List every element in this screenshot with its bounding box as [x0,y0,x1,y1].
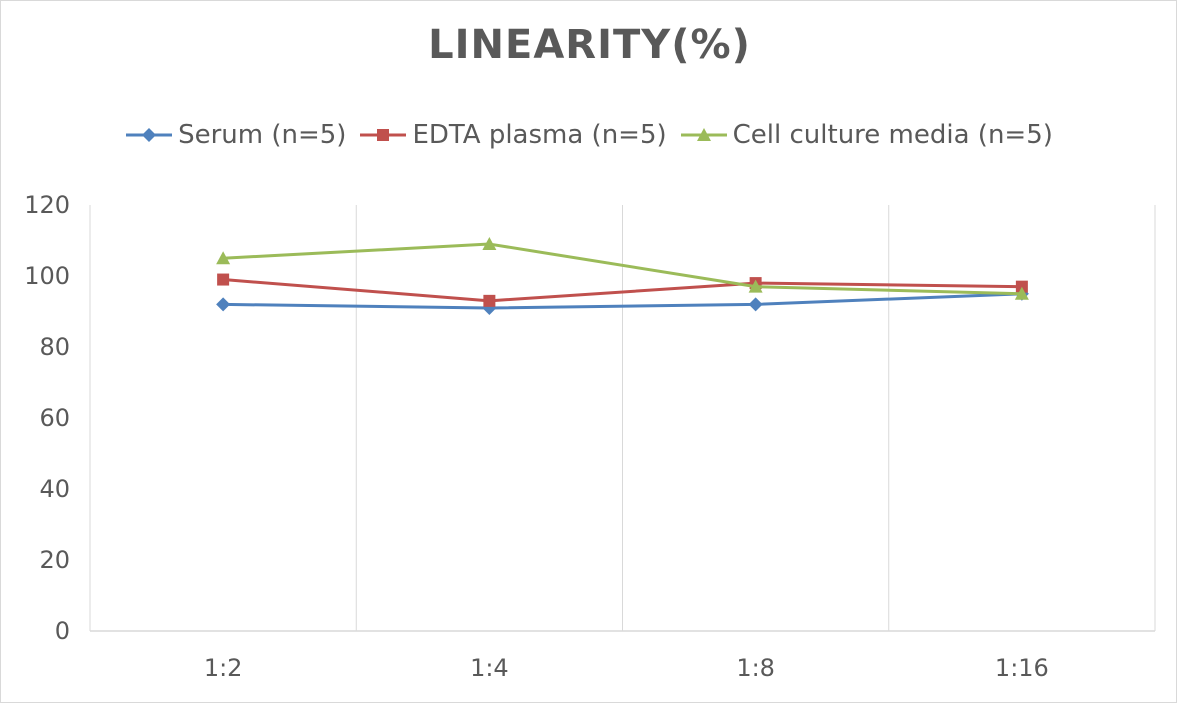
data-point-diamond [216,297,231,312]
series-line-2 [223,242,1022,296]
legend-marker-triangle-icon [680,128,727,141]
y-tick-label: 120 [24,191,70,219]
x-tick-label: 1:16 [995,654,1049,682]
legend-marker-diamond-icon [126,128,173,142]
legend-label-cell-culture-media: Cell culture media (n=5) [732,120,1053,150]
y-tick-label: 0 [55,617,70,645]
x-tick-label: 1:8 [736,654,775,682]
legend-label-edta-plasma: EDTA plasma (n=5) [412,120,667,150]
x-tick-label: 1:4 [470,654,509,682]
y-tick-label: 80 [39,333,70,361]
y-tick-label: 20 [39,546,70,574]
legend-label-serum: Serum (n=5) [178,120,347,150]
y-tick-label: 60 [39,404,70,432]
data-point-diamond [748,297,763,312]
data-point-square [1015,280,1028,293]
x-tick-label: 1:2 [204,654,243,682]
data-point-triangle [482,237,497,251]
y-tick-label: 100 [24,262,70,290]
chart-legend: Serum (n=5) EDTA plasma (n=5) Cell cultu… [0,120,1179,150]
data-point-triangle [748,279,763,293]
legend-item-serum: Serum (n=5) [126,120,346,150]
chart-title: LINEARITY(%) [428,22,751,68]
series-line-1 [223,278,1022,303]
legend-item-edta-plasma: EDTA plasma (n=5) [360,120,667,150]
y-tick-label: 40 [39,475,70,503]
data-point-square [483,294,496,307]
legend-marker-square-icon [360,129,407,141]
data-point-triangle [1014,286,1029,300]
series-line-0 [223,292,1022,310]
data-point-square [217,273,230,286]
legend-item-cell-culture-media: Cell culture media (n=5) [680,120,1053,150]
data-point-triangle [216,251,231,265]
